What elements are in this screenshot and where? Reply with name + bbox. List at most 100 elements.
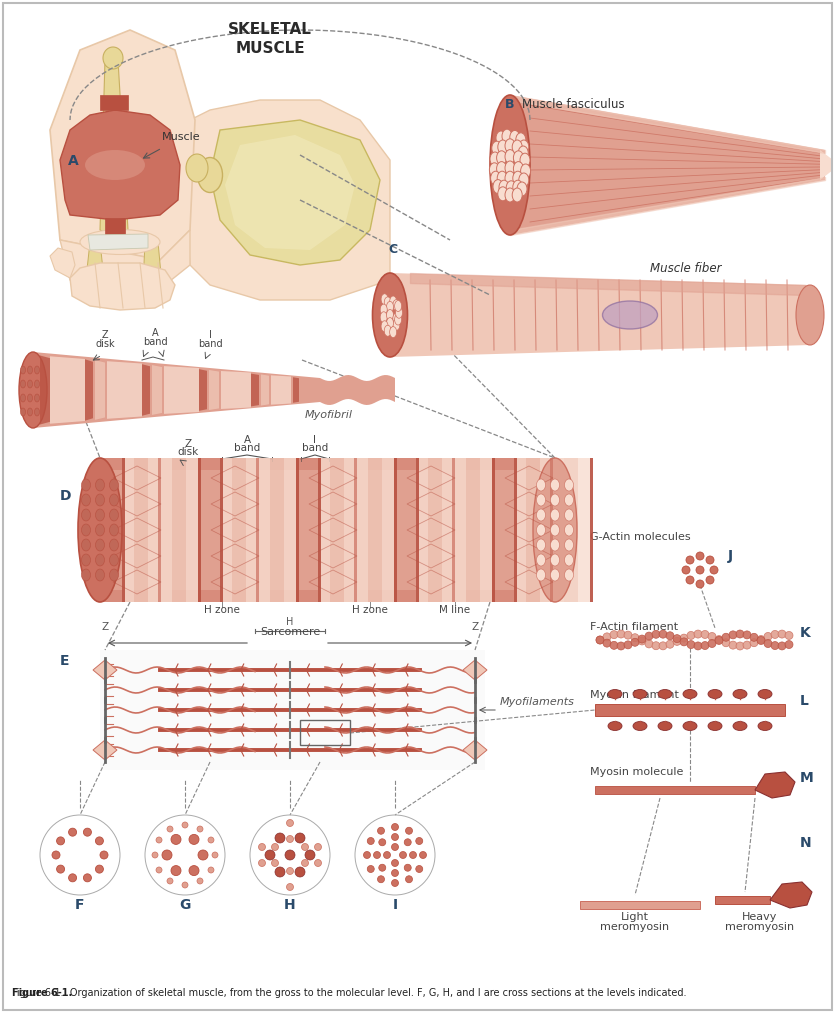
Ellipse shape xyxy=(686,556,694,564)
Text: F-Actin filament: F-Actin filament xyxy=(590,622,678,632)
Ellipse shape xyxy=(696,552,704,560)
Bar xyxy=(100,650,485,770)
Ellipse shape xyxy=(52,851,60,859)
Ellipse shape xyxy=(603,639,611,647)
Ellipse shape xyxy=(152,852,158,858)
Ellipse shape xyxy=(198,850,208,860)
Ellipse shape xyxy=(189,835,199,845)
Ellipse shape xyxy=(392,844,398,851)
Ellipse shape xyxy=(109,494,119,506)
Ellipse shape xyxy=(603,633,611,641)
Ellipse shape xyxy=(171,865,181,875)
Bar xyxy=(148,458,172,602)
Ellipse shape xyxy=(778,630,786,638)
Ellipse shape xyxy=(694,630,702,638)
Polygon shape xyxy=(463,660,487,680)
Ellipse shape xyxy=(624,641,632,649)
Ellipse shape xyxy=(95,837,104,845)
Ellipse shape xyxy=(658,721,672,730)
Ellipse shape xyxy=(392,879,398,886)
Text: A: A xyxy=(152,328,159,338)
Ellipse shape xyxy=(517,182,527,196)
Ellipse shape xyxy=(372,272,407,357)
Ellipse shape xyxy=(673,637,681,645)
Ellipse shape xyxy=(95,479,104,491)
Bar xyxy=(540,458,564,602)
Text: Myosin molecule: Myosin molecule xyxy=(590,767,683,777)
Ellipse shape xyxy=(156,837,162,843)
Ellipse shape xyxy=(392,859,398,866)
Ellipse shape xyxy=(519,173,529,187)
Ellipse shape xyxy=(182,882,188,888)
Ellipse shape xyxy=(167,878,173,884)
Text: D: D xyxy=(60,489,72,503)
Polygon shape xyxy=(221,371,251,409)
Ellipse shape xyxy=(537,524,545,536)
Ellipse shape xyxy=(28,394,33,402)
Text: Myofibril: Myofibril xyxy=(305,410,353,420)
Ellipse shape xyxy=(406,876,412,882)
Ellipse shape xyxy=(514,151,524,165)
Polygon shape xyxy=(107,362,142,418)
Ellipse shape xyxy=(78,458,122,602)
Polygon shape xyxy=(50,248,75,278)
Ellipse shape xyxy=(21,380,26,388)
Ellipse shape xyxy=(377,876,384,882)
Ellipse shape xyxy=(708,639,716,647)
Bar xyxy=(198,458,201,602)
Polygon shape xyxy=(463,741,487,760)
Text: Muscle: Muscle xyxy=(162,132,200,142)
Ellipse shape xyxy=(687,640,695,648)
Ellipse shape xyxy=(68,829,77,836)
Ellipse shape xyxy=(764,632,772,640)
Text: Muscle fiber: Muscle fiber xyxy=(650,262,721,275)
Bar xyxy=(492,458,495,602)
Ellipse shape xyxy=(512,188,522,202)
Ellipse shape xyxy=(682,566,690,574)
Ellipse shape xyxy=(82,539,90,551)
Text: H zone: H zone xyxy=(352,605,388,615)
Ellipse shape xyxy=(315,859,321,866)
Text: Figure 6-1.  Organization of skeletal muscle, from the gross to the molecular le: Figure 6-1. Organization of skeletal mus… xyxy=(12,988,686,998)
Ellipse shape xyxy=(659,642,667,649)
Ellipse shape xyxy=(392,869,398,876)
Text: M line: M line xyxy=(439,605,471,615)
Ellipse shape xyxy=(736,630,744,638)
Polygon shape xyxy=(88,234,148,250)
Ellipse shape xyxy=(638,637,646,645)
Ellipse shape xyxy=(21,408,26,416)
Ellipse shape xyxy=(750,639,758,646)
Ellipse shape xyxy=(497,151,507,165)
Ellipse shape xyxy=(505,150,515,164)
Ellipse shape xyxy=(384,325,392,336)
Text: H: H xyxy=(284,898,296,912)
Ellipse shape xyxy=(95,865,104,873)
Bar xyxy=(442,458,466,602)
Ellipse shape xyxy=(631,634,639,641)
Polygon shape xyxy=(152,365,162,415)
Text: Figure 6-1.: Figure 6-1. xyxy=(12,988,73,998)
Polygon shape xyxy=(164,366,199,414)
Ellipse shape xyxy=(701,641,709,649)
Bar xyxy=(318,458,321,602)
Ellipse shape xyxy=(659,630,667,638)
Bar xyxy=(158,458,161,602)
Ellipse shape xyxy=(505,139,515,153)
Polygon shape xyxy=(105,218,125,240)
Ellipse shape xyxy=(624,631,632,639)
Text: meromyosin: meromyosin xyxy=(726,922,795,932)
Ellipse shape xyxy=(259,859,266,866)
Bar xyxy=(394,458,397,602)
Text: C: C xyxy=(388,243,397,256)
Ellipse shape xyxy=(34,394,39,402)
Ellipse shape xyxy=(785,640,793,648)
Ellipse shape xyxy=(666,640,674,648)
Text: Light: Light xyxy=(621,912,649,922)
Ellipse shape xyxy=(404,839,411,846)
Ellipse shape xyxy=(95,494,104,506)
Text: meromyosin: meromyosin xyxy=(600,922,670,932)
Ellipse shape xyxy=(21,394,26,402)
Ellipse shape xyxy=(497,162,507,175)
Ellipse shape xyxy=(286,820,293,827)
Ellipse shape xyxy=(564,554,574,566)
